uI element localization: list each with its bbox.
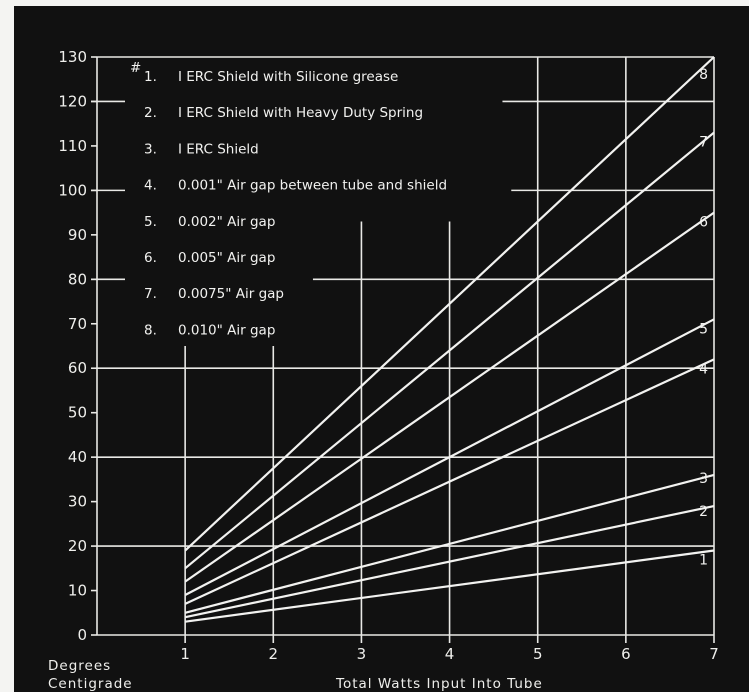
series-line-5 <box>184 318 715 596</box>
y-tick-label: 90 <box>68 226 87 244</box>
series-end-labels: 1 2 3 4 5 6 7 8 <box>699 67 708 569</box>
series-end-label-6: 6 <box>699 215 708 231</box>
legend-number-6: 6. <box>144 250 157 266</box>
y-tick-label: 40 <box>68 448 87 466</box>
x-tick-labels: 1 2 3 4 5 6 7 <box>180 645 718 663</box>
x-tick-label: 7 <box>709 645 719 663</box>
series-lines <box>184 56 715 623</box>
series-line-4 <box>184 358 715 605</box>
page-margin-left <box>0 0 14 692</box>
legend-label-4: 0.001" Air gap between tube and shield <box>178 178 447 194</box>
y-tick-label: 130 <box>58 48 87 66</box>
legend-label-7: 0.0075" Air gap <box>178 286 284 302</box>
legend-label-1: I ERC Shield with Silicone grease <box>178 69 398 85</box>
y-tick-label: 10 <box>68 582 87 600</box>
page-margin-top <box>0 0 749 6</box>
y-tick-label: 30 <box>68 493 87 511</box>
y-axis-label-line2: Centigrade <box>48 676 133 692</box>
series-end-label-2: 2 <box>699 504 708 520</box>
series-line-8 <box>184 56 715 552</box>
legend-label-6: 0.005" Air gap <box>178 250 275 266</box>
legend-label-2: I ERC Shield with Heavy Duty Spring <box>178 105 423 121</box>
y-tick-label: 0 <box>77 626 87 644</box>
legend-label-5: 0.002" Air gap <box>178 214 275 230</box>
y-tick-label: 20 <box>68 537 87 555</box>
series-end-label-5: 5 <box>699 321 708 337</box>
legend: #1. I ERC Shield with Silicone grease 2. I … <box>130 60 447 338</box>
x-tick-label: 4 <box>445 645 455 663</box>
x-tick-label: 2 <box>269 645 279 663</box>
series-end-label-4: 4 <box>699 361 708 377</box>
series-end-label-7: 7 <box>699 135 708 151</box>
series-line-2 <box>184 504 715 619</box>
y-tick-label: 110 <box>58 137 87 155</box>
y-tick-label: 50 <box>68 404 87 422</box>
legend-number-7: 7. <box>144 286 157 302</box>
series-end-label-8: 8 <box>699 67 708 83</box>
x-axis-label: Total Watts Input Into Tube <box>335 676 543 692</box>
x-tick-label: 5 <box>533 645 543 663</box>
y-tick-label: 80 <box>68 270 87 288</box>
x-tick-label: 1 <box>180 645 190 663</box>
series-end-label-1: 1 <box>699 553 708 569</box>
y-tick-label: 120 <box>58 92 87 110</box>
y-tick-labels: 0 10 20 30 40 50 60 70 80 90 100 110 120 130 <box>58 48 87 644</box>
series-line-1 <box>184 549 715 623</box>
series-line-3 <box>184 473 715 614</box>
series-line-6 <box>184 211 715 583</box>
y-axis-label-line1: Degrees <box>48 658 111 674</box>
legend-number-4: 4. <box>144 178 157 194</box>
x-tick-label: 6 <box>621 645 631 663</box>
y-tick-label: 60 <box>68 359 87 377</box>
legend-number-2: 2. <box>144 105 157 121</box>
legend-number-5: 5. <box>144 214 157 230</box>
y-tick-label: 70 <box>68 315 87 333</box>
legend-marker: # <box>130 60 141 76</box>
legend-number-1: 1. <box>144 69 157 85</box>
y-tick-label: 100 <box>58 181 87 199</box>
legend-number-8: 8. <box>144 322 157 338</box>
x-tick-label: 3 <box>357 645 367 663</box>
series-end-label-3: 3 <box>699 471 708 487</box>
series-line-7 <box>184 131 715 570</box>
legend-label-3: I ERC Shield <box>178 141 259 157</box>
legend-label-8: 0.010" Air gap <box>178 322 275 338</box>
legend-number-3: 3. <box>144 141 157 157</box>
